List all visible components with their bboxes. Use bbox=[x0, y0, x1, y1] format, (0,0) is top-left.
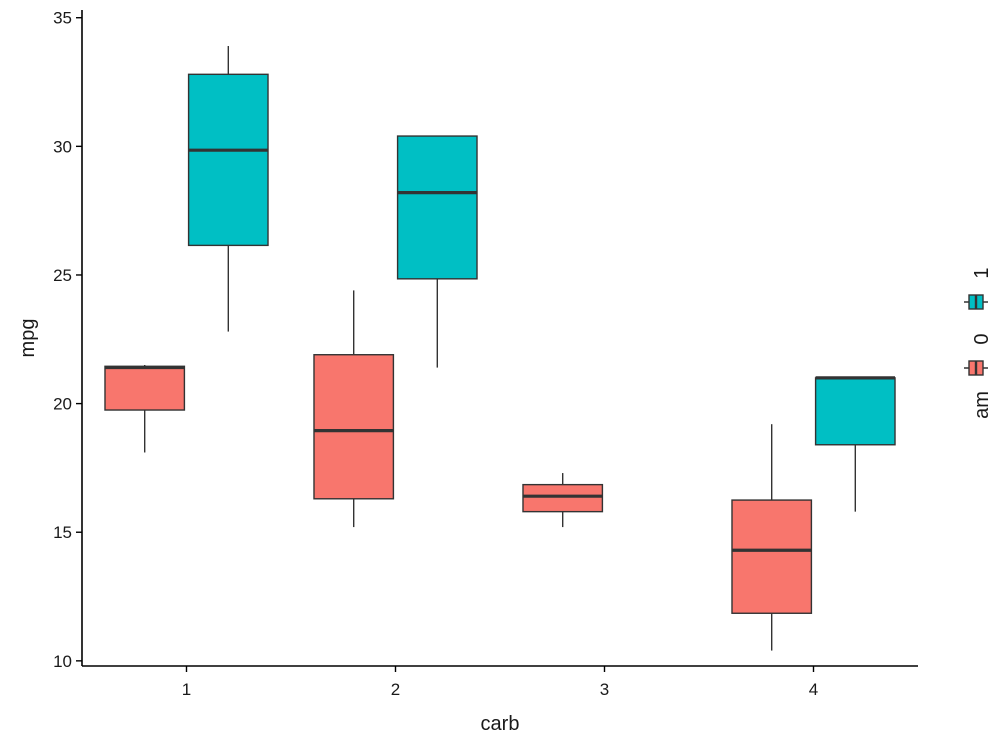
box-iqr bbox=[396, 135, 478, 280]
x-tick-label: 4 bbox=[809, 680, 818, 699]
y-tick-label: 30 bbox=[53, 137, 72, 156]
box-0-carb-1 bbox=[104, 365, 186, 453]
box-1-carb-4 bbox=[814, 376, 896, 512]
axes: 10 15 20 25 30 35 1 2 3 4 bbox=[53, 9, 918, 699]
box-0-carb-2 bbox=[313, 290, 395, 528]
y-tick-label: 20 bbox=[53, 395, 72, 414]
legend-label: 0 bbox=[971, 333, 993, 344]
x-tick-label: 2 bbox=[391, 680, 400, 699]
box-1-carb-1 bbox=[187, 46, 269, 332]
x-tick-label: 3 bbox=[600, 680, 609, 699]
legend-entry-0: 0 bbox=[964, 333, 993, 376]
box-0-carb-4 bbox=[731, 424, 813, 651]
box-iqr bbox=[731, 499, 813, 614]
legend: am 0 1 bbox=[964, 267, 993, 419]
box-iqr bbox=[313, 354, 395, 500]
legend-entry-1: 1 bbox=[964, 267, 993, 310]
legend-title: am bbox=[971, 391, 993, 419]
box-iqr bbox=[187, 73, 269, 247]
legend-label: 1 bbox=[971, 267, 993, 278]
x-tick-label: 1 bbox=[182, 680, 191, 699]
box-0-carb-3 bbox=[522, 473, 604, 528]
x-axis-title: carb bbox=[481, 713, 520, 735]
y-tick-label: 25 bbox=[53, 266, 72, 285]
box-iqr bbox=[104, 365, 186, 411]
y-tick-label: 10 bbox=[53, 652, 72, 671]
box-1-carb-2 bbox=[396, 135, 478, 368]
plot-area bbox=[104, 46, 896, 651]
y-tick-label: 15 bbox=[53, 523, 72, 542]
y-axis-title: mpg bbox=[17, 319, 39, 358]
box-iqr bbox=[814, 377, 896, 446]
box-iqr bbox=[522, 483, 604, 513]
y-tick-label: 35 bbox=[53, 9, 72, 28]
